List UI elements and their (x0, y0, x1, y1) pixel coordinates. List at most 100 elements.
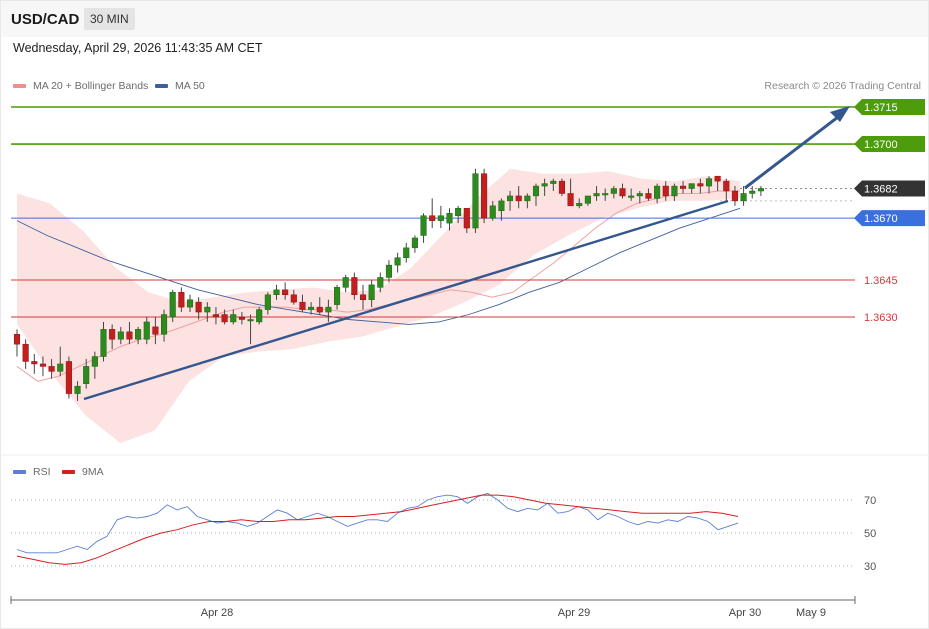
candle-body (31, 361, 38, 365)
candle (385, 260, 392, 283)
candle (48, 359, 55, 379)
candle-body (697, 183, 704, 187)
candle (178, 287, 185, 313)
candle (325, 299, 332, 322)
candle (481, 168, 488, 224)
candle (247, 314, 254, 345)
candle-body (178, 292, 185, 308)
candle-body (602, 193, 609, 196)
ma9-swatch (62, 470, 75, 474)
candle (13, 329, 21, 357)
candle (256, 307, 263, 325)
candle-body (403, 247, 410, 258)
candle-body (161, 314, 168, 335)
candle-body (299, 301, 306, 310)
candle (420, 213, 427, 243)
candle (619, 183, 626, 199)
candle (299, 294, 306, 313)
candle-body (550, 180, 557, 184)
level-label-5: 1.3630 (864, 312, 898, 324)
chart-header: USD/CAD 30 MIN (1, 1, 928, 37)
candle (117, 326, 124, 345)
candle-body (619, 188, 626, 197)
level-label-1: 1.3700 (864, 139, 898, 151)
candle-body (126, 331, 133, 340)
candle-body (74, 385, 81, 394)
candle-body (671, 185, 678, 197)
candle (541, 178, 548, 196)
candle-body (256, 309, 263, 323)
candle-body (221, 314, 228, 323)
candle-body (481, 173, 488, 219)
candle-body (429, 215, 436, 221)
level-tag-3 (854, 210, 925, 227)
candle (230, 309, 237, 325)
candle-body (385, 264, 392, 278)
candle-body (13, 334, 21, 345)
level-label-0: 1.3715 (864, 102, 898, 114)
candle (135, 326, 142, 345)
candle (662, 181, 669, 201)
candle (576, 198, 583, 209)
candle (195, 297, 202, 320)
candle (126, 321, 133, 345)
ma50-line (16, 207, 741, 325)
level-tag-2 (854, 180, 925, 197)
candle-body (117, 331, 124, 340)
projection-arrow-head (830, 106, 850, 122)
candle-body (316, 306, 323, 313)
level-tag-1 (854, 136, 925, 153)
candle-body (446, 212, 453, 224)
candle (359, 284, 367, 310)
candle-body (723, 180, 730, 192)
credit-text: Research © 2026 Trading Central (764, 80, 921, 92)
candle-body (186, 299, 194, 308)
rsi-swatch (13, 470, 26, 474)
candle-body (463, 208, 470, 229)
candle (628, 188, 635, 201)
candle (342, 275, 349, 293)
symbol-title: USD/CAD (11, 11, 80, 28)
candle-body (290, 294, 297, 303)
candle (550, 178, 557, 191)
candle-body (749, 190, 756, 194)
candle-body (308, 306, 315, 310)
support-trendline (83, 199, 729, 401)
rsi-line (16, 492, 739, 554)
candle-body (152, 326, 159, 335)
legend-ma20: MA 20 + Bollinger Bands (13, 80, 148, 92)
candle-body (195, 301, 202, 313)
rsi-ma9-line (16, 494, 739, 565)
candle (507, 191, 514, 211)
candle (273, 284, 280, 300)
candle (532, 183, 540, 206)
candle (264, 292, 271, 315)
candle-body (204, 306, 211, 313)
candle (74, 381, 81, 401)
candle (697, 178, 704, 194)
x-tick-label: Apr 30 (729, 607, 761, 619)
candle-body (654, 185, 661, 199)
candle (368, 279, 375, 308)
candle-body (135, 329, 142, 340)
candle-body (731, 190, 739, 202)
candle-body (593, 193, 600, 197)
candle-body (714, 175, 721, 182)
candle (757, 186, 764, 196)
candle (680, 181, 687, 194)
timeframe-button[interactable]: 30 MIN (84, 8, 135, 30)
candle (152, 317, 159, 345)
candle (57, 346, 64, 377)
candle-body (411, 237, 418, 249)
candle (100, 321, 107, 362)
candle (593, 186, 600, 201)
candle (31, 354, 38, 374)
candle (645, 188, 652, 201)
candle (212, 307, 219, 325)
candle-body (342, 277, 349, 288)
candle (109, 324, 116, 350)
candle-body (264, 294, 271, 310)
candle-body (524, 195, 531, 202)
candle (290, 289, 297, 305)
